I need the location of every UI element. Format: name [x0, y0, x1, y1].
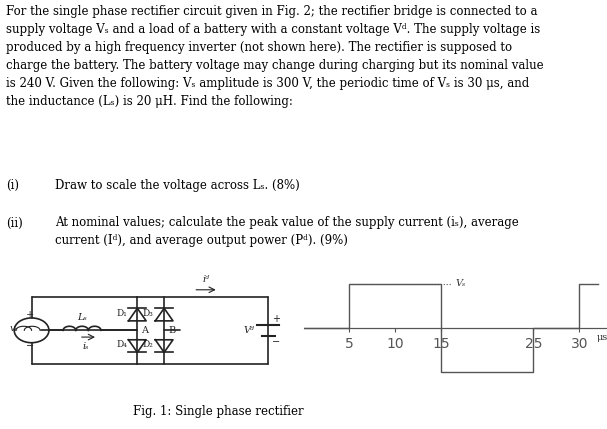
Text: −: − — [272, 337, 280, 347]
Text: B: B — [168, 326, 175, 335]
Text: iₛ: iₛ — [82, 341, 89, 350]
Text: Draw to scale the voltage across Lₛ. (8%): Draw to scale the voltage across Lₛ. (8%… — [55, 179, 299, 192]
Text: iᵈ: iᵈ — [203, 275, 209, 284]
Text: Vᵈ: Vᵈ — [244, 326, 255, 335]
Text: vₛ: vₛ — [10, 323, 19, 332]
Text: (ii): (ii) — [6, 217, 23, 230]
Text: Vₛ: Vₛ — [455, 279, 466, 288]
Text: μs: μs — [597, 333, 607, 342]
Text: D₄: D₄ — [116, 341, 127, 350]
Text: D₂: D₂ — [143, 341, 154, 350]
Text: D₁: D₁ — [116, 309, 127, 318]
Text: For the single phase rectifier circuit given in Fig. 2; the rectifier bridge is : For the single phase rectifier circuit g… — [6, 5, 544, 108]
Text: (i): (i) — [6, 179, 19, 192]
Text: −: − — [26, 342, 34, 351]
Text: +: + — [272, 314, 280, 324]
Text: A: A — [141, 326, 148, 335]
Text: +: + — [26, 310, 34, 319]
Text: Fig. 1: Single phase rectifier: Fig. 1: Single phase rectifier — [133, 405, 304, 418]
Text: D₃: D₃ — [143, 309, 154, 318]
Text: Lₛ: Lₛ — [77, 313, 87, 322]
Text: At nominal values; calculate the peak value of the supply current (iₛ), average
: At nominal values; calculate the peak va… — [55, 217, 518, 248]
